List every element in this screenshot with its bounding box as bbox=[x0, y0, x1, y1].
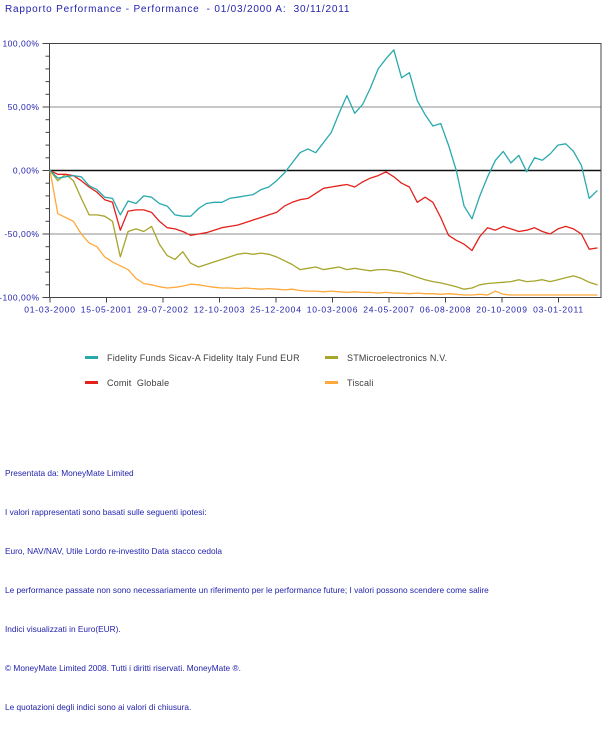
report-title: Rapporto Performance - Performance - 01/… bbox=[5, 4, 351, 15]
x-axis-label: 15-05-2001 bbox=[81, 305, 132, 315]
x-axis-label: 25-12-2004 bbox=[250, 305, 301, 315]
disclaimer-line: Le quotazioni degli indici sono ai valor… bbox=[5, 702, 192, 712]
disclaimer-text: Presentata da: MoneyMate Limited I valor… bbox=[5, 441, 489, 740]
y-axis-label: -100,00% bbox=[0, 293, 40, 303]
x-axis-label: 10-03-2006 bbox=[307, 305, 358, 315]
y-axis-label: -50,00% bbox=[4, 229, 39, 239]
legend-row: Comit Globale Tiscali bbox=[85, 370, 565, 395]
x-axis-label: 20-10-2009 bbox=[476, 305, 527, 315]
legend-item-fidelity: Fidelity Funds Sicav-A Fidelity Italy Fu… bbox=[85, 353, 325, 363]
legend-row: Fidelity Funds Sicav-A Fidelity Italy Fu… bbox=[85, 345, 565, 370]
legend-item-tiscali: Tiscali bbox=[325, 378, 565, 388]
legend-item-comit: Comit Globale bbox=[85, 378, 325, 388]
tiscali-line-marker-icon bbox=[325, 381, 338, 384]
legend-label-comit: Comit Globale bbox=[107, 377, 170, 388]
fidelity-line-marker-icon bbox=[85, 356, 98, 359]
x-axis-label: 01-03-2000 bbox=[24, 305, 75, 315]
performance-report-page: Rapporto Performance - Performance - 01/… bbox=[0, 4, 602, 712]
x-axis-label: 06-08-2008 bbox=[420, 305, 471, 315]
disclaimer-line: Presentata da: MoneyMate Limited bbox=[5, 468, 134, 478]
disclaimer-line: Indici visualizzati in Euro(EUR). bbox=[5, 624, 121, 634]
legend-label-stm: STMicroelectronics N.V. bbox=[347, 352, 448, 363]
y-axis-label: 0,00% bbox=[13, 166, 40, 176]
comit-line-marker-icon bbox=[85, 381, 98, 384]
disclaimer-line: I valori rappresentati sono basati sulle… bbox=[5, 507, 207, 517]
disclaimer-line: © MoneyMate Limited 2008. Tutti i diritt… bbox=[5, 663, 241, 673]
x-axis-label: 12-10-2003 bbox=[194, 305, 245, 315]
y-axis-label: 100,00% bbox=[2, 39, 39, 49]
disclaimer-line: Euro, NAV/NAV, Utile Lordo re-investito … bbox=[5, 546, 223, 556]
legend-label-tiscali: Tiscali bbox=[347, 377, 374, 388]
stm-line bbox=[49, 169, 598, 290]
comit-line bbox=[49, 169, 598, 252]
disclaimer-line: Le performance passate non sono necessar… bbox=[5, 585, 489, 595]
y-axis-label: 50,00% bbox=[8, 102, 40, 112]
legend-item-stm: STMicroelectronics N.V. bbox=[325, 353, 565, 363]
fidelity-line bbox=[49, 49, 598, 220]
x-axis-label: 24-05-2007 bbox=[363, 305, 414, 315]
legend-label-fidelity: Fidelity Funds Sicav-A Fidelity Italy Fu… bbox=[107, 352, 300, 363]
x-axis-label: 03-01-2011 bbox=[533, 305, 584, 315]
x-axis-label: 29-07-2002 bbox=[137, 305, 188, 315]
tiscali-line bbox=[49, 169, 598, 296]
chart-legend: Fidelity Funds Sicav-A Fidelity Italy Fu… bbox=[85, 345, 565, 395]
stm-line-marker-icon bbox=[325, 356, 338, 359]
performance-chart: 100,00% 50,00% 0,00% -50,00% -100,00% 01-03-2… bbox=[0, 39, 602, 315]
